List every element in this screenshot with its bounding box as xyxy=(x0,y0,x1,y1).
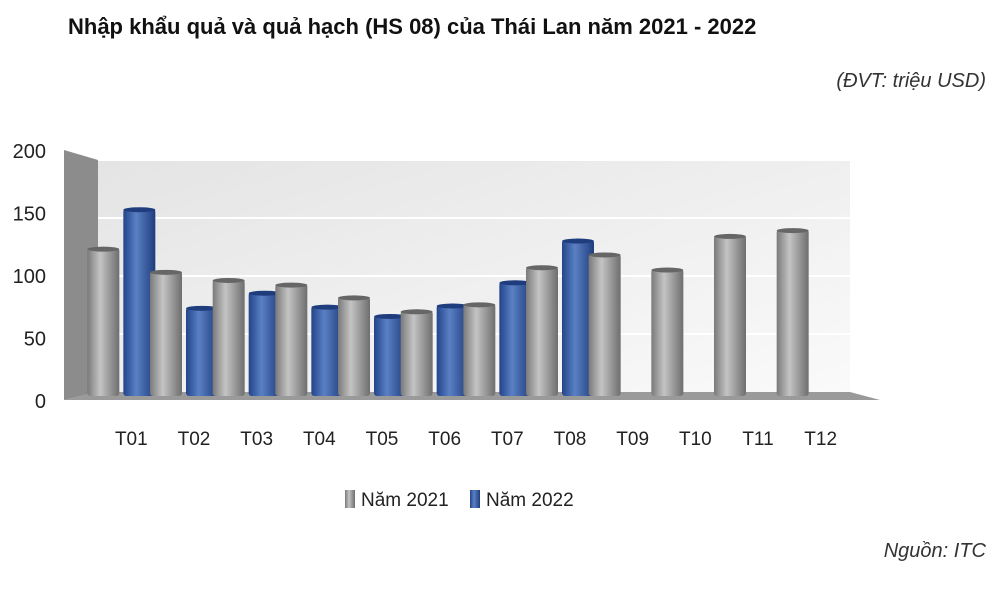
bar-top xyxy=(463,302,496,308)
bar-Năm-2021-T11 xyxy=(714,235,746,396)
bar-Năm-2021-T04 xyxy=(275,284,308,396)
bar-Năm-2022-T02 xyxy=(186,307,218,396)
bar-top xyxy=(123,207,156,213)
bar-Năm-2022-T05 xyxy=(374,315,406,396)
bar-top xyxy=(651,267,684,273)
bar-Năm-2022-T04 xyxy=(311,306,344,396)
chart-title: Nhập khẩu quả và quả hạch (HS 08) của Th… xyxy=(68,14,757,39)
y-tick-label: 50 xyxy=(24,329,46,351)
x-tick-label: T01 xyxy=(115,429,148,450)
bar-top xyxy=(588,252,621,258)
bar-top xyxy=(714,233,746,239)
legend-label: Năm 2022 xyxy=(486,490,574,511)
bar-top xyxy=(338,295,370,301)
x-tick-label: T07 xyxy=(491,429,524,450)
bar-Năm-2021-T02 xyxy=(150,271,182,396)
bar-top xyxy=(87,246,120,252)
bar-top xyxy=(776,228,809,234)
y-tick-label: 100 xyxy=(13,266,46,288)
x-tick-label: T06 xyxy=(428,429,461,450)
bar-Năm-2021-T09 xyxy=(588,253,621,396)
bar-Năm-2022-T06 xyxy=(436,305,469,396)
x-tick-label: T08 xyxy=(554,429,587,450)
bar-Năm-2022-T01 xyxy=(123,208,156,396)
bar-top xyxy=(436,303,469,309)
x-tick-label: T02 xyxy=(178,429,211,450)
y-tick-label: 150 xyxy=(13,204,46,226)
bar-Năm-2021-T03 xyxy=(212,279,245,396)
bar-top xyxy=(150,269,182,275)
bar-Năm-2022-T07 xyxy=(499,281,532,396)
legend-swatch xyxy=(470,490,480,508)
y-tick-label: 0 xyxy=(35,391,46,413)
x-tick-label: T09 xyxy=(616,429,649,450)
x-tick-label: T05 xyxy=(366,429,399,450)
bar-Năm-2021-T07 xyxy=(463,303,496,396)
legend-label: Năm 2021 xyxy=(361,490,449,511)
bar-top xyxy=(212,277,245,283)
bar-Năm-2022-T08 xyxy=(562,240,594,396)
x-tick-label: T10 xyxy=(679,429,712,450)
x-tick-label: T04 xyxy=(303,429,336,450)
y-tick-label: 200 xyxy=(13,141,46,163)
source-note: Nguồn: ITC xyxy=(883,540,986,562)
bar-top xyxy=(526,265,558,271)
bar-Năm-2021-T05 xyxy=(338,296,370,396)
bar-Năm-2021-T01 xyxy=(87,248,120,396)
bar-Năm-2021-T06 xyxy=(400,310,433,396)
bar-top xyxy=(562,238,594,244)
bar-Năm-2021-T12 xyxy=(776,229,809,396)
x-tick-label: T12 xyxy=(804,429,837,450)
unit-note: (ĐVT: triệu USD) xyxy=(836,70,986,92)
bar-top xyxy=(186,305,218,311)
bar-Năm-2021-T10 xyxy=(651,269,684,396)
bar-top xyxy=(275,282,308,288)
bar-top xyxy=(499,280,532,286)
bar-Năm-2021-T08 xyxy=(526,266,558,396)
bar-top xyxy=(248,290,281,296)
x-tick-label: T11 xyxy=(742,429,773,450)
bar-Năm-2022-T03 xyxy=(248,292,281,396)
legend-swatch xyxy=(345,490,355,508)
bar-top xyxy=(400,309,433,315)
bar-top xyxy=(374,313,406,319)
x-tick-label: T03 xyxy=(240,429,273,450)
bar-top xyxy=(311,304,344,310)
